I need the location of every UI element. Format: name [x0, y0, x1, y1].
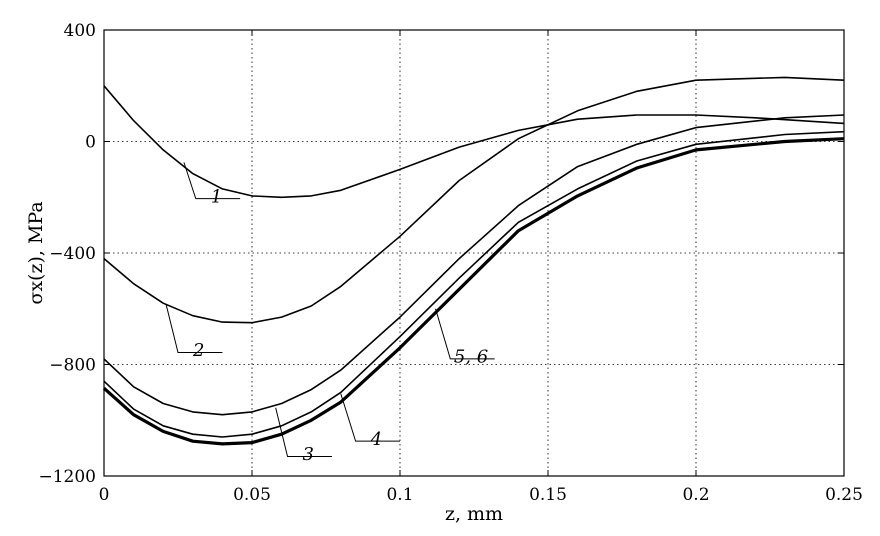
x-tick-label: 0.15 — [529, 485, 567, 505]
x-axis-ticks: 0 0.05 0.1 0.15 0.2 0.25 — [99, 30, 863, 505]
y-tick-label: 400 — [64, 21, 96, 41]
curve-label-leaders: 1 2 3 4 5, 6 — [165, 162, 495, 465]
grid — [104, 30, 844, 476]
label-leader-5 — [435, 308, 495, 360]
curve-label-2: 2 — [192, 340, 204, 361]
y-tick-label: −800 — [49, 356, 96, 376]
label-leader-2 — [165, 304, 223, 354]
x-axis-label: z, mm — [445, 503, 503, 525]
x-tick-label: 0.2 — [682, 485, 709, 505]
x-tick-label: 0.1 — [386, 485, 413, 505]
y-axis-ticks: 400 0 −400 −800 −1200 — [38, 21, 844, 487]
series-line-4 — [103, 130, 845, 438]
y-axis-label: σx(z), MPa — [25, 201, 47, 304]
x-tick-label: 0.05 — [233, 485, 271, 505]
label-leader-1 — [183, 162, 241, 200]
label-leader-4 — [340, 393, 400, 442]
label-leader-3 — [275, 407, 332, 457]
curves — [102, 76, 845, 446]
series-line-5 — [102, 137, 845, 446]
y-tick-label: 0 — [85, 133, 96, 153]
curve-label-3: 3 — [303, 444, 314, 465]
series-line-3 — [103, 114, 845, 416]
curve-label-1: 1 — [211, 186, 222, 207]
x-tick-label: 0 — [99, 485, 110, 505]
x-tick-label: 0.25 — [825, 485, 863, 505]
series-line-2 — [103, 76, 845, 324]
y-tick-label: −1200 — [38, 467, 96, 487]
series-line-1 — [103, 85, 845, 199]
curve-label-5: 5, 6 — [454, 347, 488, 368]
y-tick-label: −400 — [49, 244, 96, 264]
curve-label-4: 4 — [370, 429, 382, 450]
